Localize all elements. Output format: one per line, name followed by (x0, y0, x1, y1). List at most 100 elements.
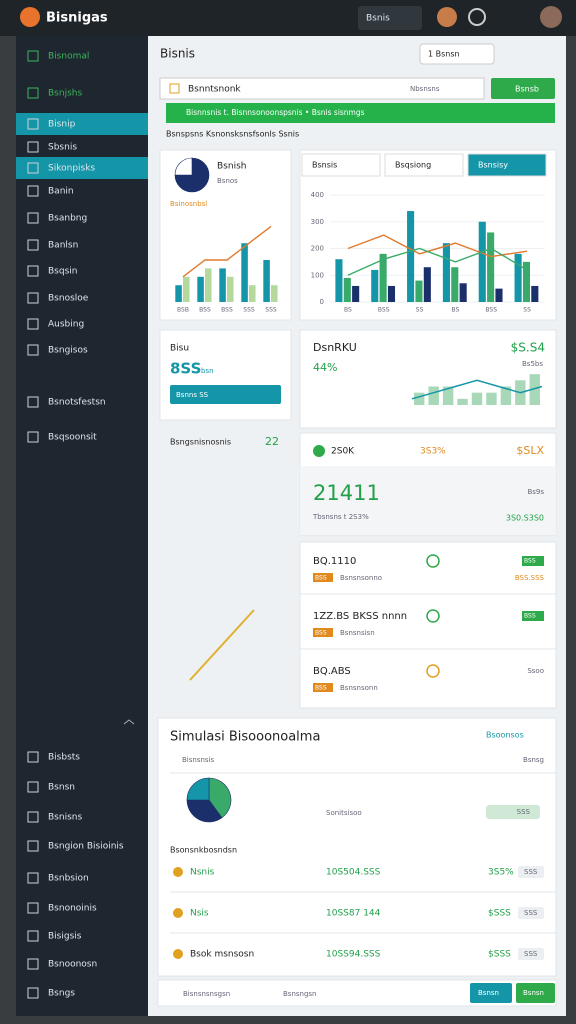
bar (514, 253, 522, 302)
icon (27, 87, 39, 99)
nav-item[interactable]: Sikonpisks (48, 164, 95, 174)
nav-item[interactable]: Bsqsin (48, 267, 77, 277)
nav-item[interactable]: Bsngion Bisioinis (48, 842, 124, 852)
search[interactable] (358, 6, 422, 30)
row-name: Nsnis (190, 868, 215, 878)
nav-item[interactable]: Bsnotsfestsn (48, 398, 106, 408)
tab-label: Bsnsisy (478, 161, 508, 170)
bar (371, 269, 379, 302)
nav-item[interactable]: Bsqsoonsit (48, 433, 97, 443)
nav-item[interactable]: Bsngs (48, 989, 75, 999)
nav-item[interactable]: Bsnosloe (48, 294, 89, 304)
icon (27, 162, 39, 174)
tab[interactable] (301, 153, 381, 177)
logo: Bisnigas (46, 11, 108, 26)
line (182, 225, 272, 278)
badge-text: BSS (315, 685, 327, 692)
tab[interactable] (467, 153, 547, 177)
sim-search[interactable]: Bsnsg (523, 756, 544, 764)
icon (173, 949, 183, 959)
sim-filter: Bisnsnsis (182, 756, 215, 764)
icon (27, 265, 39, 277)
slider[interactable] (486, 805, 540, 819)
input[interactable] (159, 77, 485, 100)
list-value: Ssoo (527, 667, 544, 675)
nav-item[interactable]: Bisnomal (48, 52, 89, 62)
y-tick-label: 100 (311, 271, 324, 279)
nav-item[interactable]: Bisbsts (48, 753, 80, 763)
row-name: Bsok msnsosn (190, 950, 254, 960)
x-tick-label: BSS (485, 307, 497, 314)
badge-text: BSS (315, 575, 327, 582)
bar (487, 232, 495, 302)
y-tick-label: 300 (311, 218, 324, 226)
sidebar (16, 36, 148, 1016)
bar (335, 259, 343, 302)
row-value: 10S504.SSS (326, 868, 381, 878)
bar (249, 285, 256, 302)
bar (271, 285, 278, 302)
tab[interactable] (384, 153, 464, 177)
icon (27, 292, 39, 304)
list-desc: Bsnsnsonn (340, 684, 378, 692)
nav-item[interactable]: Bisigsis (48, 932, 82, 942)
nav-item[interactable]: Bsngisos (48, 346, 88, 356)
icon (426, 554, 440, 568)
bar (414, 392, 425, 405)
line (347, 247, 528, 276)
badge (313, 573, 333, 582)
profile[interactable] (540, 6, 562, 28)
nav-item[interactable]: Banin (48, 187, 74, 197)
nav-item[interactable]: Bsnoonosn (48, 960, 97, 970)
icon[interactable] (468, 8, 486, 26)
bar (205, 268, 212, 302)
nav-item[interactable]: Bsnonoinis (48, 904, 97, 914)
bar (451, 267, 459, 302)
icon (27, 344, 39, 356)
top-button-text: 1 Bsnsn (428, 50, 460, 59)
kpi-button[interactable] (170, 385, 281, 404)
icon (27, 141, 39, 153)
sim-title: Simulasi Bisooonoalma (170, 730, 320, 745)
nav-item[interactable]: Bsnsn (48, 783, 75, 793)
icon (27, 50, 39, 62)
chart-subtitle: Bsnos (217, 177, 238, 185)
count-label: Bsngsnisnosnis (170, 438, 231, 447)
action-button[interactable] (491, 78, 555, 99)
icon (27, 185, 39, 197)
icon (27, 902, 39, 914)
pie-slice (174, 157, 193, 176)
nav-item[interactable]: Bsnbsion (48, 874, 89, 884)
x-tick-label: BSB (177, 307, 189, 314)
pie-slice (186, 777, 210, 801)
y-tick-label: 0 (320, 298, 324, 306)
nav-item[interactable]: Bsanbng (48, 214, 87, 224)
logo-icon (20, 7, 40, 27)
icon (27, 958, 39, 970)
bar (387, 285, 396, 302)
icon (27, 840, 39, 852)
list-value: BSS.SSS (515, 574, 545, 582)
bar (428, 386, 439, 405)
slider-value: SSS (517, 808, 531, 816)
top-bar (0, 0, 576, 36)
chevron[interactable] (123, 719, 135, 725)
nav-item[interactable]: Banlsn (48, 241, 78, 251)
bar (227, 276, 234, 302)
x-tick-label: SS (523, 307, 531, 314)
top-button[interactable] (419, 43, 495, 65)
x-tick-label: SSS (265, 307, 277, 314)
nav-item[interactable]: Ausbing (48, 320, 84, 330)
card (159, 329, 292, 421)
nav-item[interactable]: Bsnisns (48, 813, 82, 823)
summary-note: Bs5bs (522, 360, 543, 368)
button[interactable] (470, 983, 512, 1003)
sim-link[interactable]: Bsoonsos (486, 731, 524, 740)
avatar[interactable] (437, 7, 457, 27)
tag (522, 556, 544, 566)
nav-item[interactable]: Bsnjshs (48, 89, 82, 99)
x-tick-label: BS (344, 307, 352, 314)
nav-item[interactable]: Sbsnis (48, 143, 77, 153)
nav-item[interactable]: Bisnip (48, 120, 76, 130)
button[interactable] (516, 983, 555, 1003)
